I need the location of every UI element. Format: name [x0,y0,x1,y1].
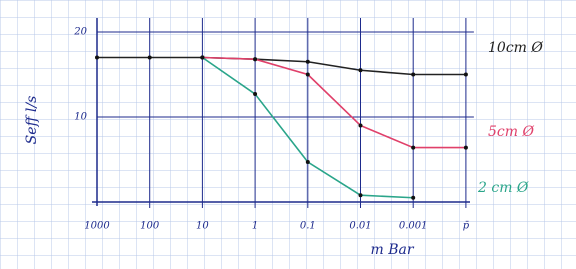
point [148,56,152,60]
point [464,73,468,77]
x-tick-label: 100 [140,221,160,232]
point [411,73,415,77]
x-tick-label: 0.1 [300,221,316,232]
point [200,56,204,60]
point [411,196,415,200]
point [359,124,363,128]
point [411,146,415,150]
point [253,92,257,96]
point [95,56,99,60]
point [359,193,363,197]
point [253,57,257,61]
y-tick-label: 20 [73,27,87,38]
x-axis-label: m Bar [370,242,414,258]
y-tick-label: 10 [74,112,87,123]
x-tick-label: 0.01 [349,221,371,232]
point [359,68,363,72]
point [464,146,468,150]
point [306,60,310,64]
point [306,73,310,77]
y-axis-label: Seff l/s [24,96,40,145]
chart: Seff l/s m Bar 10 20 1000 100 10 1 0.1 0.01 0.00… [0,0,576,269]
x-tick-label: 1000 [84,221,110,232]
x-tick-label: 10 [196,221,209,232]
x-tick-label: 1 [252,221,258,232]
point [306,160,310,164]
series-label: 5cm Ø [488,124,534,140]
series-label: 2 cm Ø [477,180,529,196]
series-label: 10cm Ø [488,40,543,56]
x-tick-label: 0.001 [399,221,428,232]
x-tick-label: p̄ [463,221,470,232]
